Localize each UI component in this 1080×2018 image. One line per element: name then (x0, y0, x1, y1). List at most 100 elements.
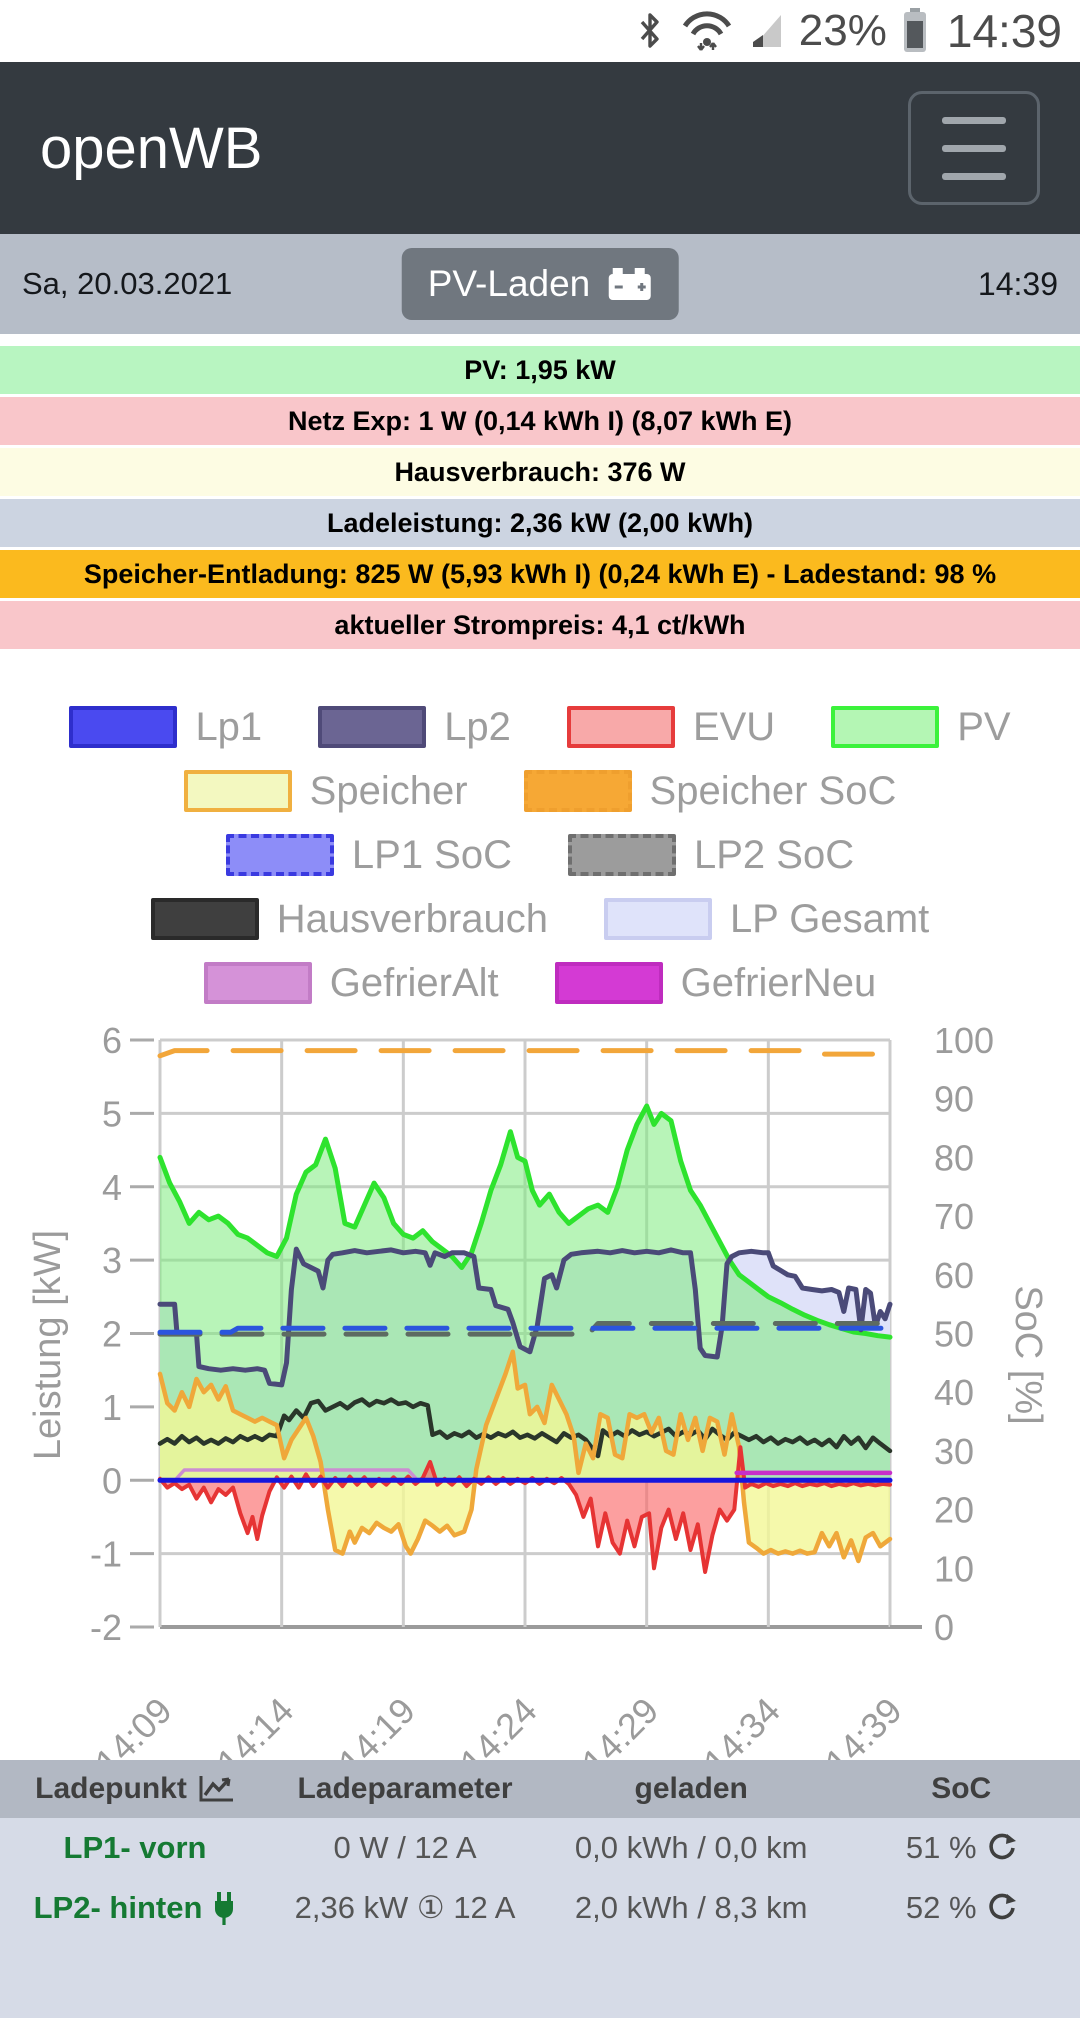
svg-text:14:29: 14:29 (574, 1690, 667, 1760)
table-header-geladen: geladen (540, 1772, 842, 1806)
hamburger-bar (942, 144, 1006, 152)
sub-header: Sa, 20.03.2021 PV-Laden 14:39 (0, 234, 1080, 334)
svg-text:0: 0 (102, 1460, 122, 1501)
svg-text:14:19: 14:19 (330, 1690, 423, 1760)
svg-text:4: 4 (102, 1167, 122, 1208)
battery-icon (903, 8, 926, 52)
svg-text:30: 30 (934, 1431, 974, 1472)
battery-percent: 23% (798, 6, 887, 55)
status-bar: 23% 14:39 (0, 0, 1080, 62)
chargepoint-name-label: LP2- hinten (33, 1890, 203, 1925)
svg-text:60: 60 (934, 1255, 974, 1296)
date-label: Sa, 20.03.2021 (22, 266, 233, 301)
chargepoint-name-label: LP1- vorn (63, 1830, 207, 1865)
svg-text:1: 1 (102, 1387, 122, 1428)
table-body: LP1- vorn 0 W / 12 A 0,0 kWh / 0,0 km 51 % L… (0, 1818, 1080, 2018)
legend-swatch (603, 898, 712, 940)
wifi-icon (682, 11, 731, 51)
legend-swatch (225, 834, 334, 876)
chargepoint-name[interactable]: LP2- hinten (0, 1890, 270, 1926)
svg-text:14:34: 14:34 (695, 1690, 788, 1760)
legend-item-pv[interactable]: PV (831, 704, 1011, 750)
soc-value: 52 % (842, 1890, 1080, 1926)
table-header-soc: SoC (842, 1772, 1080, 1806)
svg-text:Leistung [kW]: Leistung [kW] (27, 1230, 69, 1460)
svg-text:40: 40 (934, 1372, 974, 1413)
legend-label: LP1 SoC (351, 832, 512, 877)
legend-item-evu[interactable]: EVU (566, 704, 776, 750)
legend-swatch (150, 898, 259, 940)
status-row-1: Netz Exp: 1 W (0,14 kWh I) (8,07 kWh E) (0, 397, 1080, 445)
legend-label: Speicher (309, 768, 468, 813)
app-header: openWB (0, 62, 1080, 234)
charge-mode-button[interactable]: PV-Laden (401, 248, 679, 320)
refresh-icon[interactable] (987, 1832, 1017, 1864)
svg-text:14:09: 14:09 (87, 1690, 180, 1760)
table-header-ladeparameter: Ladeparameter (270, 1772, 540, 1806)
svg-text:70: 70 (934, 1196, 974, 1237)
legend-label: LP Gesamt (729, 896, 930, 941)
legend-label: Lp2 (444, 704, 511, 749)
chargepoint-table: Ladepunkt Ladeparameter geladen SoC LP1- vo… (0, 1760, 1080, 2018)
status-row-3: Ladeleistung: 2,36 kW (2,00 kWh) (0, 499, 1080, 547)
refresh-icon[interactable] (987, 1892, 1017, 1924)
hamburger-bar (942, 116, 1006, 124)
header-label: SoC (931, 1772, 992, 1805)
svg-text:100: 100 (934, 1020, 994, 1061)
svg-text:90: 90 (934, 1079, 974, 1120)
legend-item-gefrieralt[interactable]: GefrierAlt (203, 960, 499, 1006)
legend-label: Speicher SoC (649, 768, 897, 813)
legend-label: PV (957, 704, 1011, 749)
legend-item-hausverbrauch[interactable]: Hausverbrauch (150, 897, 548, 942)
header-label: geladen (634, 1772, 748, 1805)
legend-item-lp2-soc[interactable]: LP2 SoC (568, 833, 854, 878)
svg-text:5: 5 (102, 1093, 122, 1134)
legend-swatch (183, 770, 292, 812)
chargepoint-row-1: LP1- vorn 0 W / 12 A 0,0 kWh / 0,0 km 51 % (0, 1818, 1080, 1878)
legend-label: GefrierAlt (329, 960, 499, 1005)
svg-text:14:39: 14:39 (817, 1690, 910, 1760)
legend-swatch (69, 706, 178, 748)
chart-icon (199, 1776, 233, 1802)
status-rows: PV: 1,95 kW Netz Exp: 1 W (0,14 kWh I) (8… (0, 346, 1080, 649)
legend-item-lp2[interactable]: Lp2 (318, 705, 511, 750)
svg-text:20: 20 (934, 1490, 974, 1531)
legend-swatch (566, 706, 675, 748)
svg-text:6: 6 (102, 1020, 122, 1061)
chart-legend: Lp1 Lp2 EVU PV Speicher Speicher SoC LP1 SoC LP… (0, 695, 1080, 1015)
svg-text:-2: -2 (90, 1607, 122, 1648)
legend-item-speicher[interactable]: Speicher (183, 768, 468, 814)
svg-text:14:14: 14:14 (209, 1690, 302, 1760)
legend-swatch (831, 706, 940, 748)
chargepoint-row-2: LP2- hinten 2,36 kW ① 12 A 2,0 kWh / 8,3 k… (0, 1878, 1080, 1938)
soc-value: 51 % (842, 1830, 1080, 1866)
legend-item-gefrierneu[interactable]: GefrierNeu (554, 960, 877, 1006)
hamburger-menu-button[interactable] (908, 91, 1040, 205)
legend-label: EVU (692, 704, 776, 749)
legend-item-lp1-soc[interactable]: LP1 SoC (225, 832, 512, 878)
table-header-ladepunkt[interactable]: Ladepunkt (0, 1772, 270, 1806)
legend-swatch (318, 706, 427, 748)
signal-icon (752, 15, 781, 47)
legend-label: Lp1 (195, 704, 263, 749)
svg-text:3: 3 (102, 1240, 122, 1281)
status-row-2: Hausverbrauch: 376 W (0, 448, 1080, 496)
app-title: openWB (40, 115, 263, 181)
svg-text:50: 50 (934, 1314, 974, 1355)
geladen-value: 0,0 kWh / 0,0 km (574, 1830, 808, 1865)
ladeparameter-value: 2,36 kW ① 12 A (294, 1890, 516, 1925)
geladen-value: 2,0 kWh / 8,3 km (574, 1890, 808, 1925)
legend-label: GefrierNeu (680, 960, 877, 1005)
legend-item-lp-gesamt[interactable]: LP Gesamt (603, 896, 930, 942)
chargepoint-name[interactable]: LP1- vorn (0, 1830, 270, 1866)
legend-swatch (523, 770, 632, 812)
legend-item-speicher-soc[interactable]: Speicher SoC (523, 768, 897, 814)
header-label: Ladeparameter (297, 1772, 513, 1805)
hamburger-bar (942, 172, 1006, 180)
svg-text:2: 2 (102, 1314, 122, 1355)
legend-item-lp1[interactable]: Lp1 (69, 705, 262, 750)
status-row-4: Speicher-Entladung: 825 W (5,93 kWh I) (… (0, 550, 1080, 598)
legend-label: LP2 SoC (694, 832, 855, 877)
status-row-5: aktueller Strompreis: 4,1 ct/kWh (0, 601, 1080, 649)
